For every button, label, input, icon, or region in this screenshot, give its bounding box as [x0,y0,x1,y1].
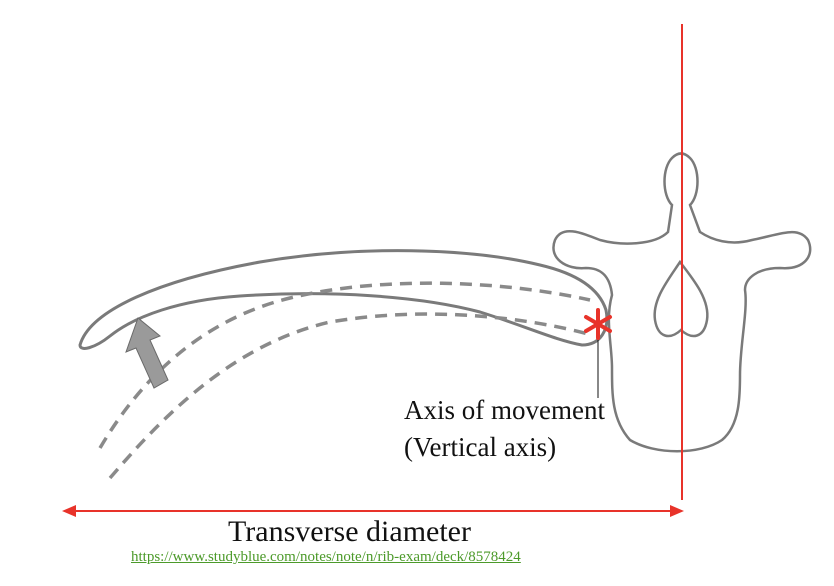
axis-of-movement-label: Axis of movement [404,395,605,425]
source-link[interactable]: https://www.studyblue.com/notes/note/n/r… [131,549,521,565]
rib-dashed-upper [98,281,591,449]
rib-dashed-lower [108,312,593,480]
vertical-axis-label: (Vertical axis) [404,432,557,462]
transverse-arrowhead-left [62,505,76,517]
asterisk-icon [584,308,612,340]
rib-outline [78,249,609,350]
vertebral-foramen [653,259,709,338]
vertebra-outline [552,152,812,453]
transverse-diameter-label: Transverse diameter [228,515,471,548]
transverse-arrowhead-right [670,505,684,517]
elevation-arrow [125,317,169,389]
